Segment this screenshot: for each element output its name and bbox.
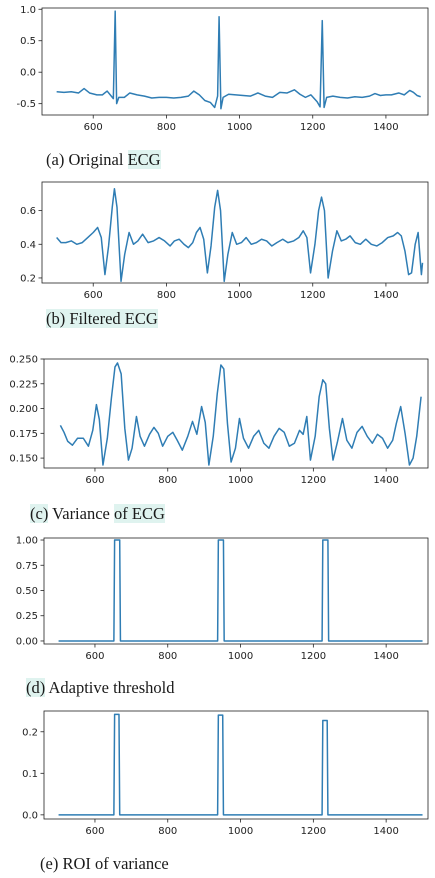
chart-c-x-tick-label: 800 (158, 475, 177, 486)
chart-a-x-tick-label: 600 (84, 122, 103, 133)
chart-e-y-tick-label: 0.2 (22, 727, 38, 738)
chart-d-x-tick-label: 600 (85, 651, 104, 662)
chart-c: 600 800 1000 1200 1400 0.250 0.225 0.200 0.175 0.… (9, 355, 429, 486)
chart-d-y-tick-label: 1.00 (16, 536, 38, 547)
chart-b-x-tick-label: 1400 (373, 290, 398, 301)
caption-d-highlight: (d) (26, 678, 46, 697)
chart-a-series-line (56, 10, 421, 110)
caption-c-text: Variance (52, 504, 110, 523)
chart-d-y-tick-label: 0.00 (16, 636, 38, 647)
chart-c-series-line (59, 362, 422, 466)
chart-c-x-tick-label: 1400 (373, 475, 398, 486)
chart-a-y-tick-label: -0.5 (16, 99, 36, 110)
chart-a-y-tick-label: 0.0 (20, 68, 36, 79)
chart-d-y-tick-label: 0.50 (16, 586, 38, 597)
chart-a-y-tick-label: 1.0 (20, 5, 36, 16)
chart-a: 600 800 1000 1200 1400 1.0 0.5 0.0 -0.5 (16, 5, 429, 133)
chart-c-x-tick-label: 1000 (228, 475, 253, 486)
chart-e-y-tick-label: 0.1 (22, 769, 38, 780)
chart-panel-d: 600 800 1000 1200 1400 1.00 0.75 0.50 0.25 0.00 (… (0, 530, 435, 710)
chart-d-x-tick-label: 1200 (301, 651, 326, 662)
chart-d-x-tick-label: 800 (158, 651, 177, 662)
chart-panel-c: 600 800 1000 1200 1400 0.250 0.225 0.200 0.175 0.… (0, 350, 435, 530)
caption-d-text: Adaptive threshold (48, 678, 175, 697)
caption-a-prefix: (a) (46, 150, 65, 169)
chart-c-y-tick-label: 0.175 (9, 429, 38, 440)
chart-panel-e: 600 800 1000 1200 1400 0.2 0.1 0.0 (e) ROI of v… (0, 710, 435, 878)
chart-c-y-tick-label: 0.225 (9, 379, 38, 390)
chart-b-x-tick-label: 600 (84, 290, 103, 301)
chart-b-series-line (56, 187, 424, 283)
chart-panel-b: 600 800 1000 1200 1400 0.6 0.4 0.2 (b) Filtered… (0, 180, 435, 350)
chart-d-x-tick-label: 1000 (228, 651, 253, 662)
chart-b-x-tick-label: 1200 (300, 290, 325, 301)
chart-c-axes-frame (43, 358, 429, 469)
chart-b-y-tick-label: 0.2 (20, 273, 36, 284)
caption-a-highlight: ECG (127, 150, 161, 169)
caption-e-prefix: (e) (40, 854, 59, 873)
chart-a-axes-frame (41, 7, 429, 116)
chart-d: 600 800 1000 1200 1400 1.00 0.75 0.50 0.25 0.00 (16, 536, 429, 662)
chart-d-y-tick-label: 0.25 (16, 611, 38, 622)
chart-e-x-tick-label: 1000 (228, 826, 253, 837)
chart-b-y-tick-label: 0.6 (20, 206, 36, 217)
chart-d-series-line (58, 539, 423, 642)
chart-c-y-tick-label: 0.200 (9, 404, 38, 415)
caption-a-text: Original (68, 150, 124, 169)
chart-c-y-tick-label: 0.150 (9, 454, 38, 465)
chart-e-series-line (58, 713, 423, 816)
chart-b-axes-frame (41, 181, 429, 284)
chart-e-axes-frame (43, 710, 429, 820)
chart-c-x-tick-label: 600 (85, 475, 104, 486)
chart-a-x-tick-label: 1000 (227, 122, 252, 133)
chart-a-x-tick-label: 1200 (300, 122, 325, 133)
chart-c-x-tick-label: 1200 (301, 475, 326, 486)
chart-c-y-tick-label: 0.250 (9, 355, 38, 366)
chart-a-y-tick-label: 0.5 (20, 36, 36, 47)
chart-e-x-tick-label: 1200 (301, 826, 326, 837)
chart-b-x-tick-label: 1000 (227, 290, 252, 301)
chart-d-x-tick-label: 1400 (373, 651, 398, 662)
chart-a-x-tick-label: 1400 (373, 122, 398, 133)
chart-b: 600 800 1000 1200 1400 0.6 0.4 0.2 (20, 181, 429, 301)
chart-e-x-tick-label: 800 (158, 826, 177, 837)
caption-b-highlight: (b) Filtered ECG (46, 309, 158, 328)
chart-b-x-tick-label: 800 (157, 290, 176, 301)
chart-b-y-tick-label: 0.4 (20, 240, 36, 251)
chart-e-x-tick-label: 1400 (373, 826, 398, 837)
chart-e: 600 800 1000 1200 1400 0.2 0.1 0.0 (22, 710, 429, 837)
caption-e-text: ROI of variance (62, 854, 169, 873)
chart-panel-a: 600 800 1000 1200 1400 1.0 0.5 0.0 -0.5 (a) Orig… (0, 0, 435, 180)
caption-c-highlight: of ECG (114, 504, 165, 523)
chart-a-x-tick-label: 800 (157, 122, 176, 133)
caption-c-prefix: (c) (30, 504, 49, 523)
chart-d-y-tick-label: 0.75 (16, 561, 38, 572)
chart-d-axes-frame (43, 537, 429, 645)
chart-e-x-tick-label: 600 (85, 826, 104, 837)
chart-e-y-tick-label: 0.0 (22, 810, 38, 821)
